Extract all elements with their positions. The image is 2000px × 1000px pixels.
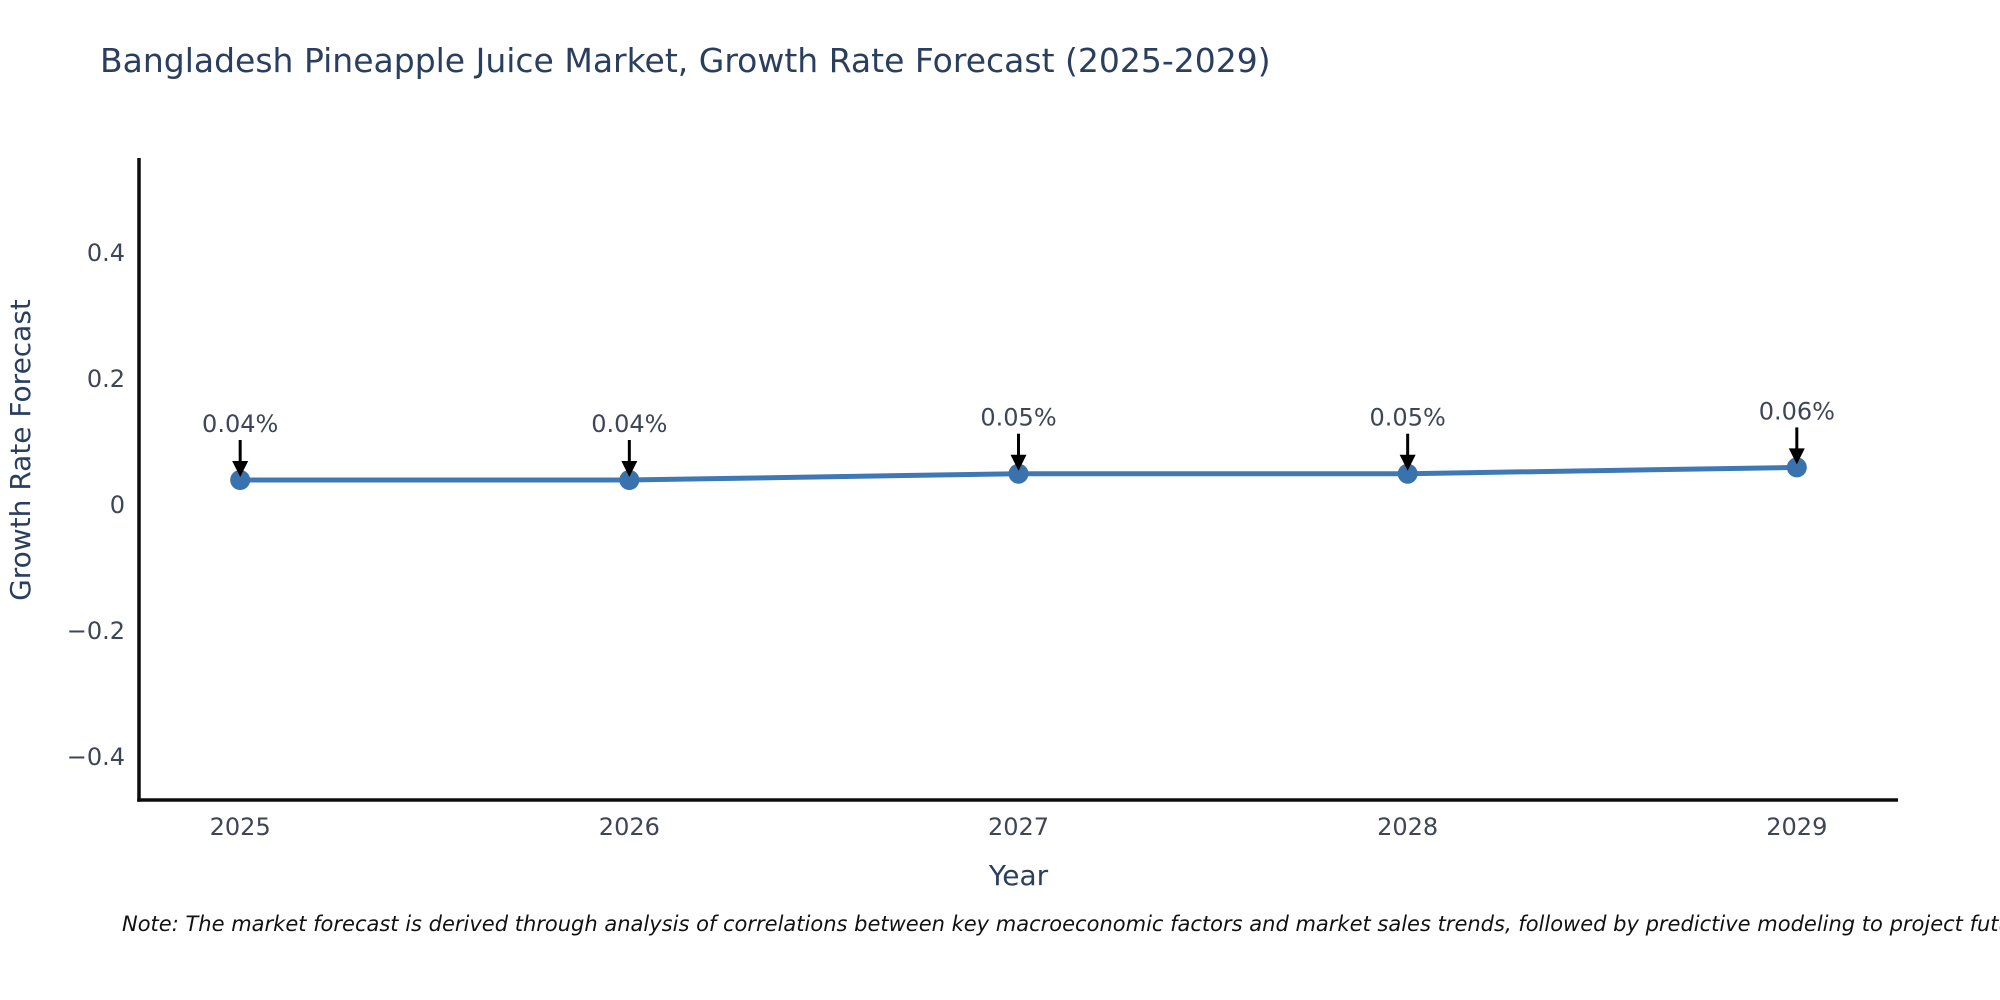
annotation-label: 0.06% [1759, 397, 1835, 425]
annotation-label: 0.04% [591, 410, 667, 438]
x-tick-label: 2026 [599, 813, 660, 841]
annotation-label: 0.05% [1370, 404, 1446, 432]
annotation-label: 0.04% [202, 410, 278, 438]
annotation-arrowhead [621, 461, 638, 477]
data-point-marker [1008, 463, 1029, 484]
annotation-arrowhead [1399, 454, 1416, 471]
annotation-arrowhead [1788, 448, 1805, 465]
data-point-marker [1786, 457, 1807, 478]
x-tick-label: 2028 [1377, 813, 1438, 841]
annotation-arrowhead [232, 461, 249, 477]
x-tick-label: 2027 [988, 813, 1049, 841]
data-point-marker [619, 470, 640, 490]
x-tick-label: 2025 [210, 813, 271, 841]
annotation-arrowhead [1010, 454, 1027, 471]
data-point-marker [230, 470, 251, 490]
y-tick-label: 0 [110, 491, 125, 519]
annotation-label: 0.05% [980, 404, 1056, 432]
x-axis-title: Year [988, 859, 1049, 892]
x-tick-label: 2029 [1766, 813, 1827, 841]
y-tick-label: 0.4 [87, 239, 125, 267]
footnote: Note: The market forecast is derived thr… [122, 912, 2000, 936]
y-tick-label: 0.2 [87, 365, 125, 393]
chart-title: Bangladesh Pineapple Juice Market, Growt… [100, 41, 1271, 80]
y-tick-label: −0.4 [67, 743, 125, 771]
y-axis-title: Growth Rate Forecast [4, 299, 37, 601]
y-tick-label: −0.2 [67, 617, 125, 645]
data-point-marker [1397, 463, 1418, 484]
